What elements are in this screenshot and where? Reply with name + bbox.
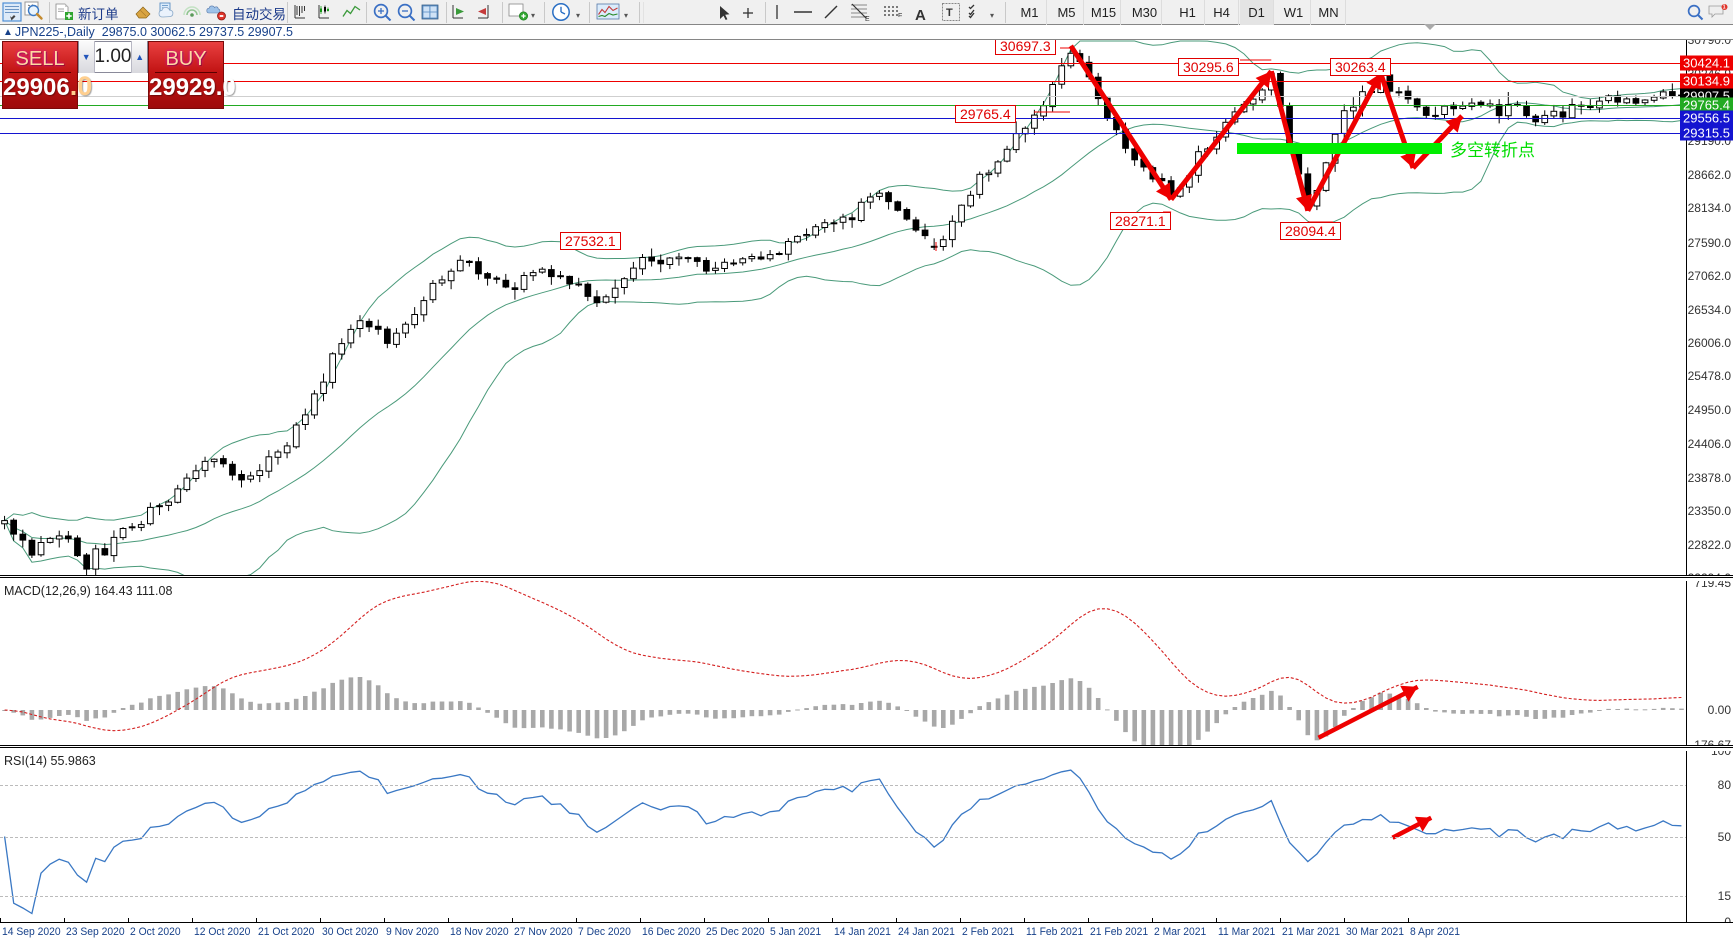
svg-text:1: 1 bbox=[1723, 4, 1726, 10]
svg-text:E: E bbox=[865, 16, 870, 21]
svg-text:F: F bbox=[898, 13, 902, 17]
svg-text:T: T bbox=[946, 7, 953, 19]
